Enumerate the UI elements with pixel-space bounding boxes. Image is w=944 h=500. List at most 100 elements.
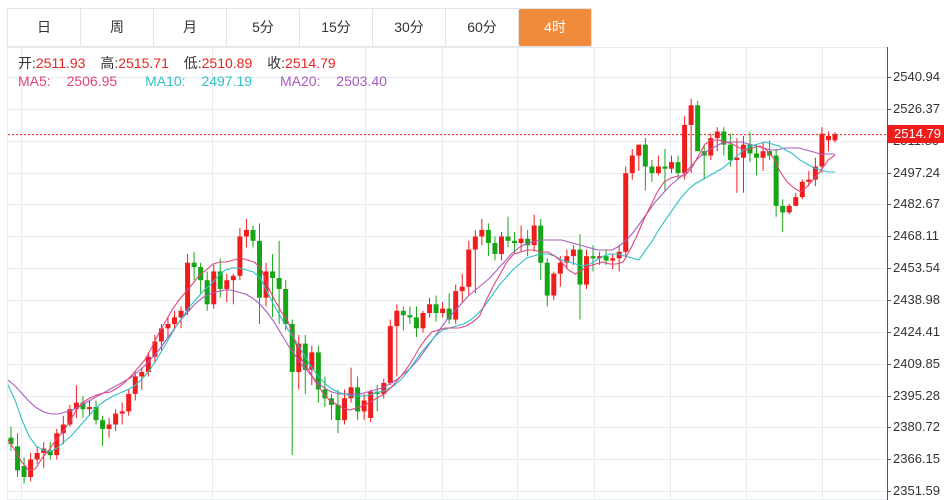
candle-down	[204, 280, 210, 305]
tab-0[interactable]: 日	[8, 9, 81, 46]
candle-up	[67, 409, 73, 425]
candle-up	[54, 433, 60, 456]
candle-down	[505, 236, 511, 241]
high-value: 2515.71	[118, 55, 169, 71]
candle-down	[577, 249, 583, 285]
candle-up	[623, 173, 629, 252]
candle-up	[740, 144, 746, 158]
candle-up	[629, 155, 635, 174]
candle-up	[518, 238, 524, 244]
low-value: 2510.89	[201, 55, 253, 71]
price-tick-label: 2526.37	[893, 100, 940, 116]
ma20-legend: MA20: 2503.40	[280, 73, 399, 89]
ma5-line	[7, 139, 836, 471]
candle-up	[139, 372, 145, 377]
candle-up	[381, 382, 387, 394]
candle-down	[773, 155, 779, 206]
candle-down	[270, 271, 276, 279]
close-label: 收:	[267, 55, 286, 71]
candle-up	[348, 387, 354, 399]
candle-up	[616, 251, 622, 259]
candle-up	[145, 356, 151, 373]
candle-up	[551, 273, 557, 296]
tab-4[interactable]: 15分	[300, 9, 373, 46]
candle-down	[335, 404, 341, 421]
candle-up	[714, 131, 720, 139]
candle-up	[224, 280, 230, 289]
candle-up	[113, 413, 119, 425]
candle-down	[100, 420, 106, 429]
candle-up	[387, 326, 393, 383]
candle-up	[237, 236, 243, 276]
tab-1[interactable]: 周	[81, 9, 154, 46]
tab-5[interactable]: 30分	[373, 9, 446, 46]
price-tick-label: 2438.98	[893, 291, 940, 307]
interval-tabs: 日周月 5分 15分 30分 60分 4时	[7, 8, 592, 47]
candle-down	[695, 105, 701, 152]
price-tick-label: 2424.41	[893, 323, 940, 339]
candle-up	[126, 393, 132, 412]
tab-6[interactable]: 60分	[446, 9, 519, 46]
price-tick-label: 2497.24	[893, 164, 940, 180]
candle-down	[191, 262, 197, 268]
candle-down	[727, 144, 733, 160]
candle-down	[642, 144, 648, 167]
candle-down	[355, 387, 361, 412]
candle-up	[459, 286, 465, 292]
candle-down	[721, 131, 727, 145]
candle-down	[649, 166, 655, 174]
candle-up	[793, 197, 799, 206]
ma-legend: MA5: 2506.95 MA10: 2497.19 MA20: 2503.40	[18, 72, 411, 90]
candle-up	[655, 166, 661, 174]
candle-down	[446, 308, 452, 320]
low-label: 低:	[183, 55, 202, 71]
price-tick-label: 2409.85	[893, 355, 940, 371]
price-tick-label: 2366.15	[893, 451, 940, 467]
candle-up	[583, 256, 589, 285]
candle-up	[427, 304, 433, 314]
candle-up	[708, 138, 714, 156]
candle-up	[106, 424, 112, 429]
candle-down	[47, 450, 53, 456]
price-tick-label: 2380.72	[893, 419, 940, 435]
candle-up	[597, 256, 603, 259]
candle-up	[466, 249, 472, 287]
candle-down	[485, 229, 491, 244]
candle-down	[433, 304, 439, 314]
candle-down	[257, 240, 263, 298]
candle-up	[185, 262, 191, 311]
candle-up	[28, 459, 34, 477]
candle-up	[34, 452, 40, 460]
candle-down	[413, 317, 419, 329]
candle-up	[309, 352, 315, 370]
ohlc-readout: 开:2511.93 高:2515.71 低:2510.89 收:2514.79	[18, 54, 347, 72]
candle-down	[15, 446, 21, 471]
candle-down	[675, 162, 681, 174]
candle-up	[636, 144, 642, 156]
tab-7[interactable]: 4时	[519, 9, 592, 46]
ma5-value: 2506.95	[66, 73, 118, 89]
candle-up	[806, 179, 812, 182]
candle-up	[86, 407, 92, 410]
candle-up	[812, 166, 818, 180]
candle-up	[479, 229, 485, 237]
candle-up	[165, 323, 171, 329]
ma10-label: MA10:	[145, 73, 186, 89]
candle-up	[211, 271, 217, 305]
candle-down	[80, 402, 86, 410]
candle-up	[230, 275, 236, 281]
ma10-line	[7, 141, 835, 453]
candle-up	[171, 317, 177, 324]
candle-down	[315, 352, 321, 390]
candle-down	[21, 466, 27, 477]
candle-up	[760, 151, 766, 158]
candle-up	[688, 105, 694, 125]
tab-2[interactable]: 月	[154, 9, 227, 46]
candle-down	[8, 437, 14, 445]
tab-3[interactable]: 5分	[227, 9, 300, 46]
price-tick-label: 2395.28	[893, 387, 940, 403]
candle-up	[453, 291, 459, 320]
candle-up	[420, 313, 426, 329]
candle-up	[819, 133, 825, 167]
